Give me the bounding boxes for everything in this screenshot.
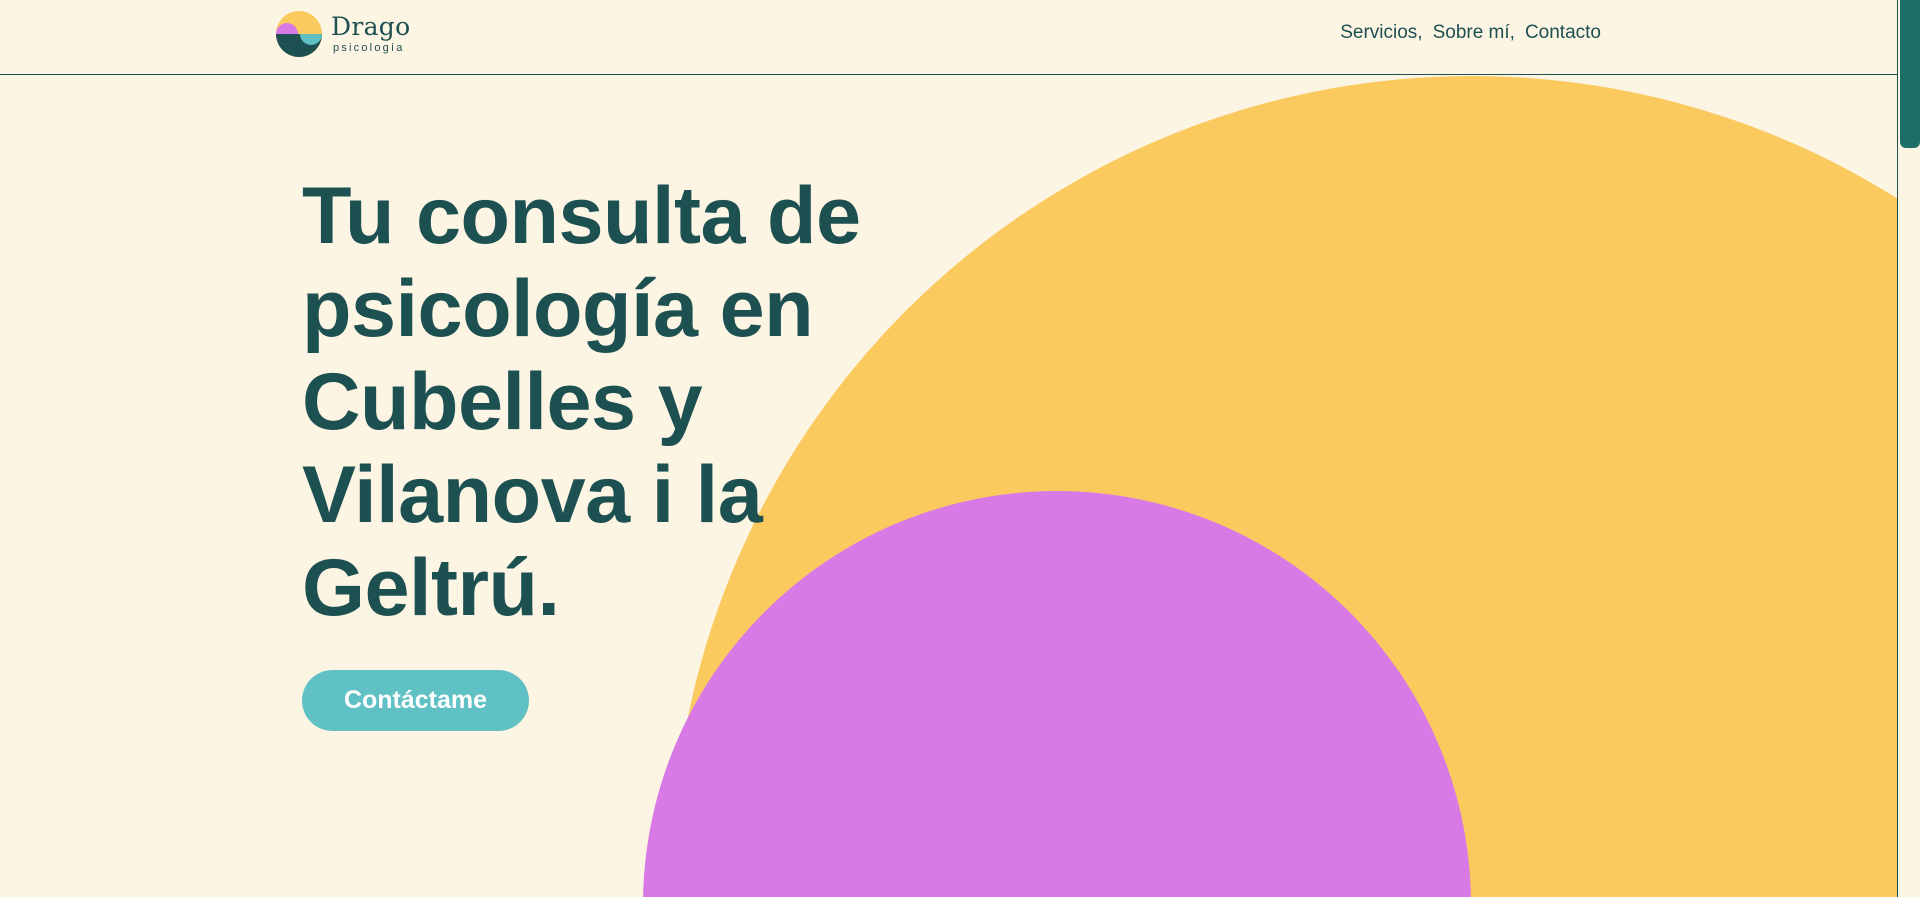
nav-link-servicios[interactable]: Servicios, — [1340, 22, 1423, 43]
scrollbar[interactable] — [1897, 0, 1920, 897]
logo-text: Drago psicología — [331, 14, 410, 54]
contact-cta-button[interactable]: Contáctame — [302, 670, 529, 731]
nav-link-contacto[interactable]: Contacto — [1524, 22, 1601, 43]
brand-tagline: psicología — [333, 42, 405, 54]
logo-icon — [276, 11, 322, 57]
pink-circle-shape — [643, 491, 1471, 897]
logo[interactable]: Drago psicología — [275, 10, 410, 58]
main-nav: Servicios, Sobre mí, Contacto — [1340, 22, 1601, 44]
hero-title: Tu consulta de psicología en Cubelles y … — [302, 171, 861, 633]
scrollbar-thumb[interactable] — [1900, 0, 1920, 148]
site-header: Drago psicología Servicios, Sobre mí, Co… — [0, 0, 1898, 75]
brand-name: Drago — [331, 12, 411, 41]
nav-link-sobre-mi[interactable]: Sobre mí, — [1432, 22, 1515, 43]
